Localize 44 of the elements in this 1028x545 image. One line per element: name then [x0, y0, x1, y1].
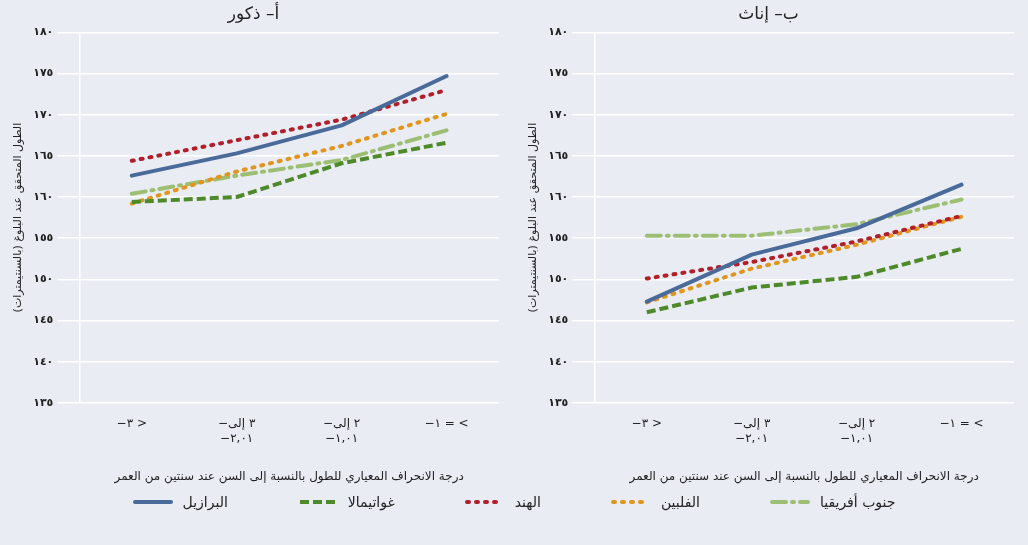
y-tick-label: ١٣٥	[33, 395, 54, 409]
y-tick-label: ١٦٠	[33, 189, 54, 203]
x-tick-label: −٣ >	[116, 416, 147, 431]
chart-title: ب– إناث	[738, 2, 799, 23]
y-tick-label: ١٥٥	[33, 231, 54, 245]
line-series	[129, 111, 449, 206]
x-tick-label: −٣ إلى −٢,٠١	[218, 416, 256, 445]
y-tick-label: ١٧٠	[33, 107, 54, 121]
y-tick-label: ١٦٥	[33, 148, 54, 162]
legend-label: غواتيمالا	[347, 494, 395, 510]
x-tick-label: −١ = <	[939, 416, 984, 431]
y-tick-label: ١٨٠	[33, 25, 54, 39]
legend-label: البرازيل	[182, 494, 228, 510]
y-axis-title: الطول المتحقق عند البلوغ (بالسنتيمترات)	[11, 122, 26, 313]
line-series	[129, 140, 449, 204]
line-series	[644, 246, 964, 315]
legend-label: الهند	[514, 494, 541, 510]
x-axis-title: درجة الانحراف المعياري للطول بالنسبة إلى السن عند سنتين من العمر	[628, 468, 979, 484]
y-tick-label: ١٦٥	[548, 148, 569, 162]
x-tick-label: −٢ إلى −١,٠١	[322, 416, 361, 445]
line-series	[644, 214, 964, 305]
y-tick-label: ١٧٥	[33, 66, 54, 80]
y-tick-label: ١٤٥	[33, 313, 54, 327]
y-tick-label: ١٤٠	[548, 354, 569, 368]
y-tick-label: ١٨٠	[548, 25, 569, 39]
y-tick-label: ١٥٠	[33, 272, 54, 286]
x-tick-label: −١ = <	[424, 416, 469, 431]
x-axis-title: درجة الانحراف المعياري للطول بالنسبة إلى السن عند سنتين من العمر	[113, 468, 464, 484]
legend-label: الفلبين	[660, 494, 700, 510]
line-series	[129, 128, 449, 196]
x-tick-label: −٣ >	[631, 416, 662, 431]
y-tick-label: ١٦٠	[548, 189, 569, 203]
legend-label: جنوب أفريقيا	[819, 494, 896, 510]
y-axis-title: الطول المتحقق عند البلوغ (بالسنتيمترات)	[526, 122, 541, 313]
y-tick-label: ١٥٥	[548, 231, 569, 245]
chart-title: أ– ذكور	[226, 1, 280, 23]
y-tick-label: ١٥٠	[548, 272, 569, 286]
x-tick-label: −٢ إلى −١,٠١	[837, 416, 876, 445]
y-tick-label: ١٧٠	[548, 107, 569, 121]
y-tick-label: ١٤٠	[33, 354, 54, 368]
y-tick-label: ١٣٥	[548, 395, 569, 409]
y-tick-label: ١٤٥	[548, 313, 569, 327]
y-tick-label: ١٧٥	[548, 66, 569, 80]
x-tick-label: −٣ إلى −٢,٠١	[733, 416, 771, 445]
